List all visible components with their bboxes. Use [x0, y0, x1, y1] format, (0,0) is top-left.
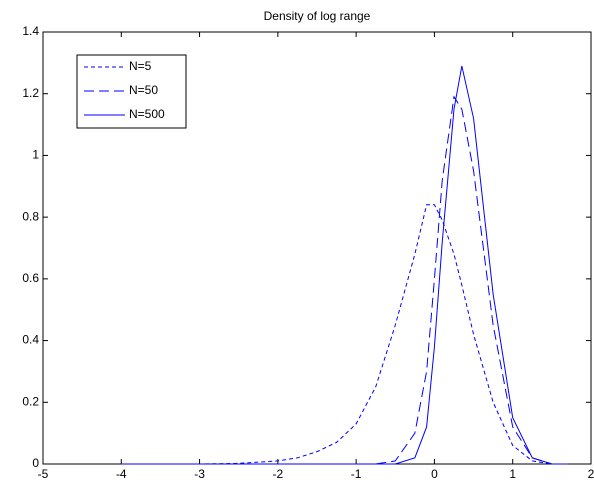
- y-tick-label: 0.4: [22, 333, 39, 347]
- y-tick-label: 0.2: [22, 394, 39, 408]
- y-tick-label: 1.4: [22, 24, 39, 38]
- y-tick-label: 0: [32, 456, 39, 470]
- x-tick-label: 2: [588, 467, 594, 481]
- legend-box: [76, 54, 187, 129]
- chart-title: Density of log range: [264, 9, 371, 23]
- y-tick-label: 0.8: [22, 209, 39, 223]
- x-tick-label: -2: [273, 467, 284, 481]
- legend-label: N=5: [129, 59, 152, 73]
- x-tick-label: -1: [351, 467, 362, 481]
- x-tick-label: -4: [116, 467, 127, 481]
- x-tick-label: -5: [38, 467, 49, 481]
- y-tick-label: 1.2: [22, 86, 39, 100]
- x-tick-label: 1: [509, 467, 516, 481]
- x-tick-label: -3: [194, 467, 205, 481]
- legend-label: N=50: [129, 83, 158, 97]
- y-tick-label: 0.6: [22, 271, 39, 285]
- line-series: [121, 65, 568, 465]
- x-tick-label: 0: [431, 467, 438, 481]
- y-tick-label: 1: [32, 148, 39, 162]
- line-series: [121, 204, 568, 465]
- legend-label: N=500: [129, 107, 165, 121]
